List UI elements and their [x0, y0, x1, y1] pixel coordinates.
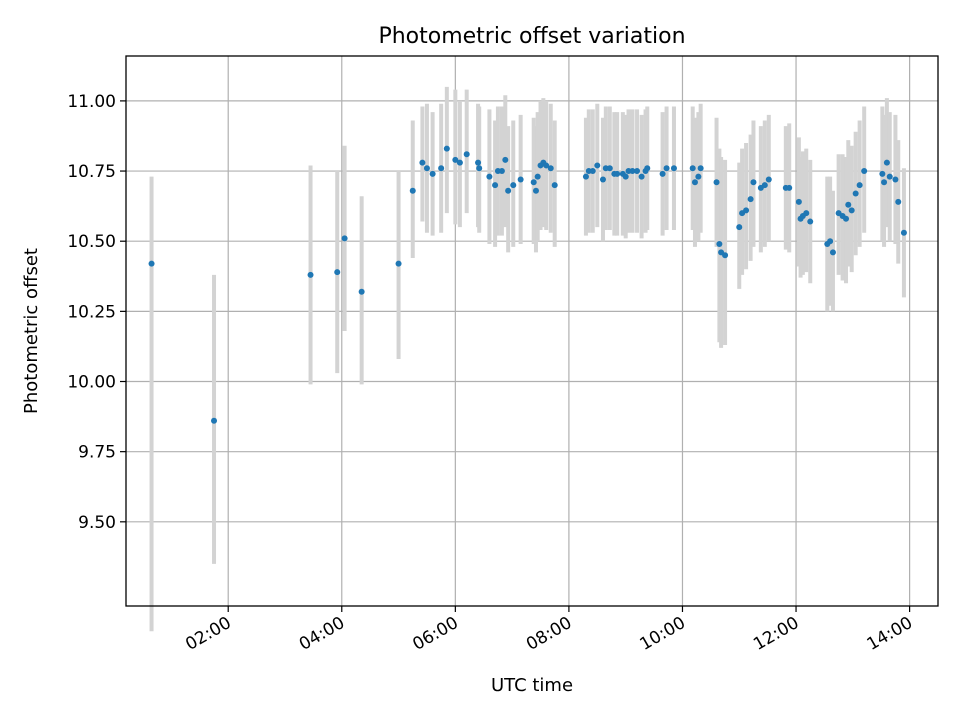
- data-point: [634, 168, 641, 175]
- data-point: [622, 173, 629, 180]
- data-point: [334, 269, 341, 276]
- y-tick-label: 10.25: [67, 302, 116, 322]
- chart-title: Photometric offset variation: [378, 24, 685, 49]
- data-point: [638, 173, 645, 180]
- data-point: [341, 235, 348, 242]
- data-point: [881, 179, 888, 186]
- data-point: [505, 187, 512, 194]
- data-point: [606, 165, 613, 172]
- data-point: [599, 176, 606, 183]
- x-tick-label: 04:00: [296, 613, 348, 655]
- data-point: [395, 260, 402, 267]
- data-point: [419, 159, 426, 166]
- data-point: [827, 238, 834, 245]
- y-tick-label: 10.00: [67, 373, 116, 393]
- data-point: [492, 182, 499, 189]
- y-tick-label: 11.00: [67, 92, 116, 112]
- data-point: [803, 210, 810, 217]
- data-point: [502, 156, 509, 163]
- data-point: [761, 182, 768, 189]
- data-point: [856, 182, 863, 189]
- data-point: [629, 168, 636, 175]
- data-point: [486, 173, 493, 180]
- data-point: [750, 179, 757, 186]
- data-point: [547, 165, 554, 172]
- data-point: [551, 182, 558, 189]
- data-point: [532, 187, 539, 194]
- data-point: [852, 190, 859, 197]
- data-point: [476, 165, 483, 172]
- data-point: [475, 159, 482, 166]
- data-point: [879, 170, 886, 177]
- data-point: [211, 417, 218, 424]
- data-point: [452, 156, 459, 163]
- data-point: [886, 173, 893, 180]
- data-point: [786, 184, 793, 191]
- data-point: [456, 159, 463, 166]
- data-point: [517, 176, 524, 183]
- y-tick-label: 10.75: [67, 162, 116, 182]
- data-point: [409, 187, 416, 194]
- y-tick-label: 10.50: [67, 232, 116, 252]
- data-point: [307, 271, 314, 278]
- y-tick-label: 9.50: [78, 513, 116, 533]
- data-point: [691, 179, 698, 186]
- data-point: [743, 207, 750, 214]
- data-point: [713, 179, 720, 186]
- y-tick-label: 9.75: [78, 443, 116, 463]
- x-tick-label: 02:00: [182, 613, 234, 655]
- data-point: [589, 168, 596, 175]
- errorbar-layer: [149, 86, 906, 632]
- data-point: [892, 176, 899, 183]
- data-point: [423, 165, 430, 172]
- data-point: [530, 179, 537, 186]
- data-point: [543, 162, 550, 169]
- data-point: [795, 198, 802, 205]
- data-point: [670, 165, 677, 172]
- data-point: [358, 288, 365, 295]
- y-axis-label: Photometric offset: [21, 248, 42, 414]
- data-point: [429, 170, 436, 177]
- data-point: [438, 165, 445, 172]
- data-point: [722, 252, 729, 259]
- data-point: [736, 224, 743, 231]
- x-axis-label: UTC time: [491, 675, 573, 696]
- data-point: [807, 218, 814, 225]
- data-point: [594, 162, 601, 169]
- data-point: [614, 170, 621, 177]
- data-point: [829, 249, 836, 256]
- data-point: [443, 145, 450, 152]
- data-point: [659, 170, 666, 177]
- data-point: [510, 182, 517, 189]
- data-point: [697, 165, 704, 172]
- data-point: [716, 241, 723, 248]
- data-point: [644, 165, 651, 172]
- data-point: [843, 215, 850, 222]
- x-tick-label: 14:00: [864, 613, 916, 655]
- data-point: [900, 229, 907, 236]
- data-point: [747, 196, 754, 203]
- x-tick-label: 12:00: [750, 613, 802, 655]
- data-point: [861, 168, 868, 175]
- data-point: [895, 198, 902, 205]
- data-point: [848, 207, 855, 214]
- data-point: [695, 173, 702, 180]
- x-tick-label: 10:00: [637, 613, 689, 655]
- plot-frame: [125, 55, 939, 607]
- data-point: [689, 165, 696, 172]
- data-point: [582, 173, 589, 180]
- x-tick-label: 08:00: [523, 613, 575, 655]
- data-point: [148, 260, 155, 267]
- data-point: [498, 168, 505, 175]
- point-layer: [148, 145, 907, 424]
- data-point: [663, 165, 670, 172]
- data-point: [463, 151, 470, 158]
- data-point: [534, 173, 541, 180]
- data-point: [883, 159, 890, 166]
- data-point: [845, 201, 852, 208]
- data-point: [765, 176, 772, 183]
- x-tick-label: 06:00: [409, 613, 461, 655]
